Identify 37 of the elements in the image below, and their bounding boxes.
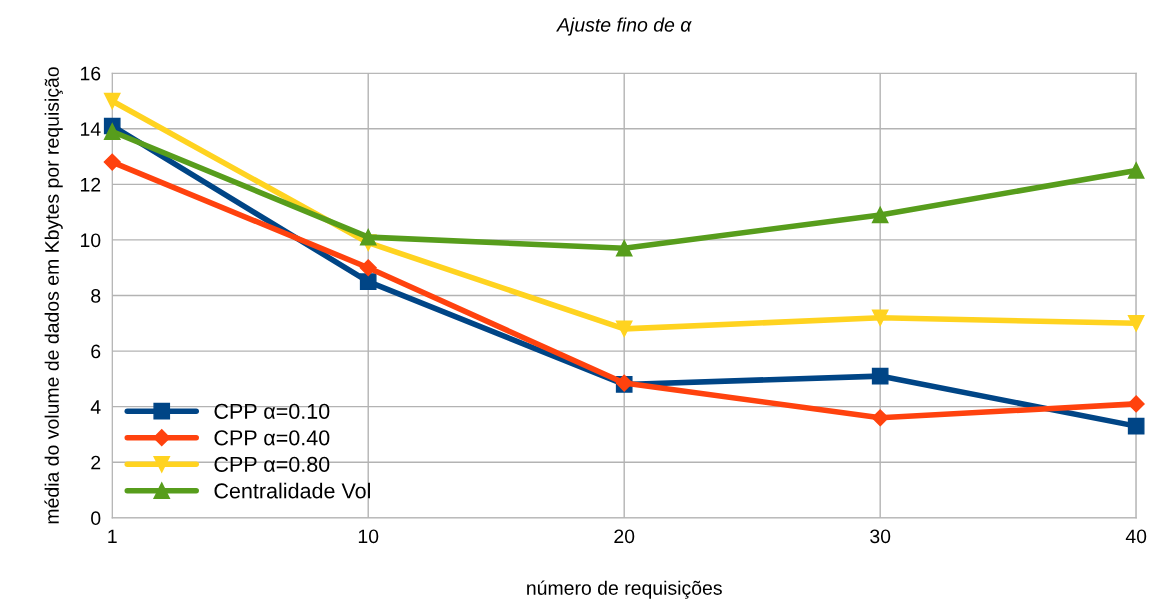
legend-label: Centralidade Vol	[214, 482, 370, 499]
legend-label: CPP α=0.40	[214, 430, 330, 446]
y-tick-label: 10	[80, 233, 101, 248]
point	[871, 309, 889, 327]
point	[871, 367, 889, 385]
y-tick-label: 0	[91, 511, 101, 526]
point	[615, 239, 633, 257]
point	[1127, 395, 1145, 413]
x-tick-label: 40	[1125, 529, 1147, 544]
point	[1127, 314, 1145, 332]
point	[1127, 417, 1145, 435]
y-tick-label: 12	[80, 177, 101, 192]
y-tick-label: 14	[80, 122, 101, 136]
point	[359, 273, 377, 290]
y-tick-label: 6	[91, 344, 101, 359]
y-tick-label: 4	[90, 400, 101, 414]
point	[103, 123, 121, 140]
legend-label: CPP α=0.10	[214, 403, 330, 419]
x-axis-title: número de requisições	[527, 580, 722, 599]
y-tick-label: 2	[91, 455, 101, 470]
legend-label: CPP α=0.80	[214, 456, 330, 472]
x-tick-label: 1	[108, 529, 117, 544]
x-tick-label: 10	[358, 529, 379, 544]
x-tick-label: 30	[870, 529, 891, 544]
x-tick-label: 20	[614, 529, 635, 544]
point	[359, 228, 377, 246]
point	[871, 206, 889, 224]
point	[871, 409, 889, 427]
point	[103, 153, 121, 171]
point	[359, 259, 377, 277]
point	[1127, 162, 1145, 179]
y-tick-label: 16	[80, 66, 101, 81]
y-tick-label: 8	[91, 288, 101, 303]
point	[615, 320, 633, 338]
chart-title: Ajuste fino de α	[556, 17, 692, 36]
y-axis-title: média do volume de dados em Kbytes por requisição	[44, 67, 63, 524]
point	[103, 92, 121, 110]
